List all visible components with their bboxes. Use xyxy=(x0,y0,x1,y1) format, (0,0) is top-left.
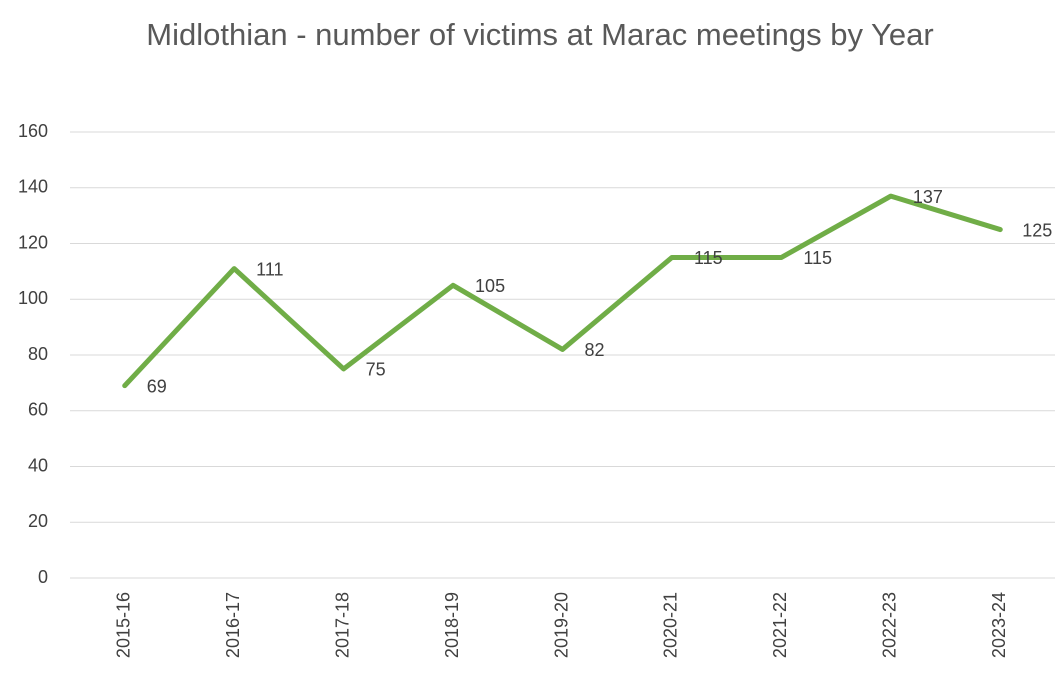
data-label: 115 xyxy=(803,248,832,268)
x-tick-label: 2018-19 xyxy=(442,592,462,658)
data-label: 69 xyxy=(147,376,167,396)
y-tick-label: 40 xyxy=(28,455,48,475)
data-label: 82 xyxy=(585,340,605,360)
data-label: 137 xyxy=(913,187,943,207)
data-label: 125 xyxy=(1022,220,1052,240)
data-line xyxy=(122,193,1003,389)
y-tick-label: 100 xyxy=(18,288,48,308)
x-tick-label: 2016-17 xyxy=(223,592,243,658)
data-label: 75 xyxy=(366,360,386,380)
y-tick-label: 0 xyxy=(38,567,48,587)
y-tick-label: 20 xyxy=(28,511,48,531)
x-tick-label: 2021-22 xyxy=(770,592,790,658)
y-tick-label: 160 xyxy=(18,121,48,141)
chart-title: Midlothian - number of victims at Marac … xyxy=(146,17,934,52)
x-tick-label: 2019-20 xyxy=(551,592,571,658)
y-tick-label: 80 xyxy=(28,344,48,364)
y-tick-label: 60 xyxy=(28,400,48,420)
x-tick-label: 2020-21 xyxy=(661,592,681,658)
y-tick-label: 120 xyxy=(18,232,48,252)
y-tick-label: 140 xyxy=(18,177,48,197)
x-tick-label: 2022-23 xyxy=(880,592,900,658)
x-tick-label: 2023-24 xyxy=(989,592,1009,658)
x-tick-label: 2015-16 xyxy=(113,592,133,658)
data-label: 111 xyxy=(256,259,283,279)
data-label: 115 xyxy=(694,248,723,268)
data-label: 105 xyxy=(475,276,505,296)
x-tick-label: 2017-18 xyxy=(332,592,352,658)
